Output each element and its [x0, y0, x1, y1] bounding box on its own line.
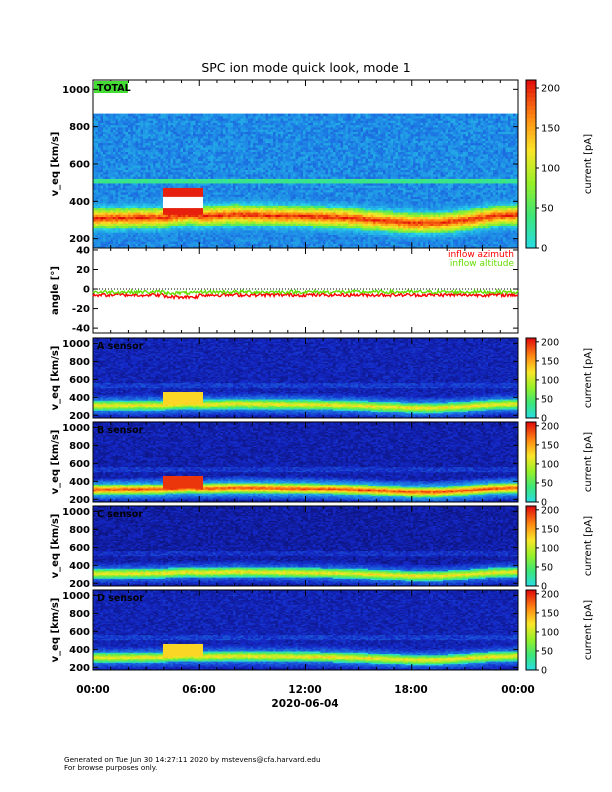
- spectrogram-cell: [141, 114, 144, 117]
- spectrogram-cell: [133, 114, 136, 117]
- spectrogram-cell: [98, 114, 101, 117]
- spectrogram-cell: [126, 114, 129, 117]
- spectrogram-cell: [136, 114, 139, 117]
- spectrogram-cell: [138, 114, 141, 117]
- spectrogram-cell: [143, 114, 146, 117]
- spectrogram-cell: [131, 114, 134, 117]
- spectrogram-cell: [103, 114, 106, 117]
- chart-title: SPC ion mode quick look, mode 1: [201, 60, 410, 75]
- spectrogram-cell: [116, 114, 119, 117]
- spectrogram-cell: [111, 114, 114, 117]
- spectrogram-cell: [101, 114, 104, 117]
- spectrogram-cell: [128, 114, 131, 117]
- spectrogram-total: TOTAL: [93, 80, 518, 248]
- spectrogram-cell: [118, 114, 121, 117]
- spectrogram-cell: [108, 114, 111, 117]
- spectrogram-cell: [123, 114, 126, 117]
- spectrogram-cell: [113, 114, 116, 117]
- spectrogram-cell: [96, 114, 99, 117]
- spectrogram-cell: [106, 114, 109, 117]
- spectrogram-cell: [121, 114, 124, 117]
